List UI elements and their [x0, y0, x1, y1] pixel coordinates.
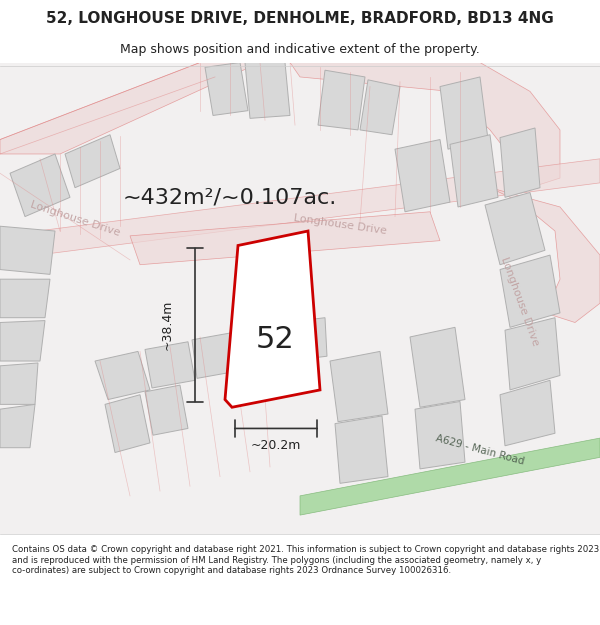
Polygon shape: [415, 401, 465, 469]
Text: Contains OS data © Crown copyright and database right 2021. This information is : Contains OS data © Crown copyright and d…: [12, 545, 599, 575]
Polygon shape: [238, 324, 283, 369]
Polygon shape: [145, 342, 195, 388]
Polygon shape: [225, 231, 320, 408]
Text: ~38.4m: ~38.4m: [161, 300, 173, 350]
Polygon shape: [0, 279, 50, 318]
Text: Map shows position and indicative extent of the property.: Map shows position and indicative extent…: [120, 42, 480, 56]
Polygon shape: [490, 188, 600, 322]
Polygon shape: [300, 438, 600, 515]
Polygon shape: [105, 395, 150, 452]
Polygon shape: [0, 226, 55, 274]
Polygon shape: [0, 363, 38, 404]
Polygon shape: [95, 351, 150, 399]
Polygon shape: [410, 328, 465, 408]
Polygon shape: [500, 128, 540, 198]
Polygon shape: [205, 62, 248, 116]
Polygon shape: [0, 159, 600, 260]
Polygon shape: [360, 80, 400, 135]
Polygon shape: [0, 321, 45, 361]
Polygon shape: [318, 70, 365, 130]
Text: ~432m²/~0.107ac.: ~432m²/~0.107ac.: [123, 188, 337, 208]
Text: Longhouse Drive: Longhouse Drive: [293, 213, 387, 236]
Text: A629 - Main Road: A629 - Main Road: [434, 433, 526, 466]
Text: Longhouse Drive: Longhouse Drive: [29, 199, 121, 238]
Polygon shape: [290, 62, 560, 188]
Polygon shape: [192, 332, 240, 378]
Polygon shape: [330, 351, 388, 422]
Text: 52: 52: [255, 325, 294, 354]
Polygon shape: [0, 62, 260, 154]
Polygon shape: [10, 154, 70, 217]
Polygon shape: [335, 416, 388, 483]
Polygon shape: [500, 380, 555, 446]
Polygon shape: [285, 318, 327, 361]
Text: Longhouse Drive: Longhouse Drive: [499, 256, 541, 347]
Polygon shape: [505, 318, 560, 390]
Polygon shape: [440, 77, 488, 149]
Polygon shape: [395, 139, 450, 212]
Polygon shape: [65, 135, 120, 188]
Polygon shape: [450, 135, 498, 207]
Polygon shape: [145, 385, 188, 435]
Polygon shape: [0, 404, 35, 448]
Polygon shape: [500, 255, 560, 328]
Text: 52, LONGHOUSE DRIVE, DENHOLME, BRADFORD, BD13 4NG: 52, LONGHOUSE DRIVE, DENHOLME, BRADFORD,…: [46, 11, 554, 26]
Polygon shape: [245, 62, 290, 118]
Polygon shape: [485, 192, 545, 265]
Polygon shape: [130, 212, 440, 265]
Text: ~20.2m: ~20.2m: [251, 439, 301, 452]
